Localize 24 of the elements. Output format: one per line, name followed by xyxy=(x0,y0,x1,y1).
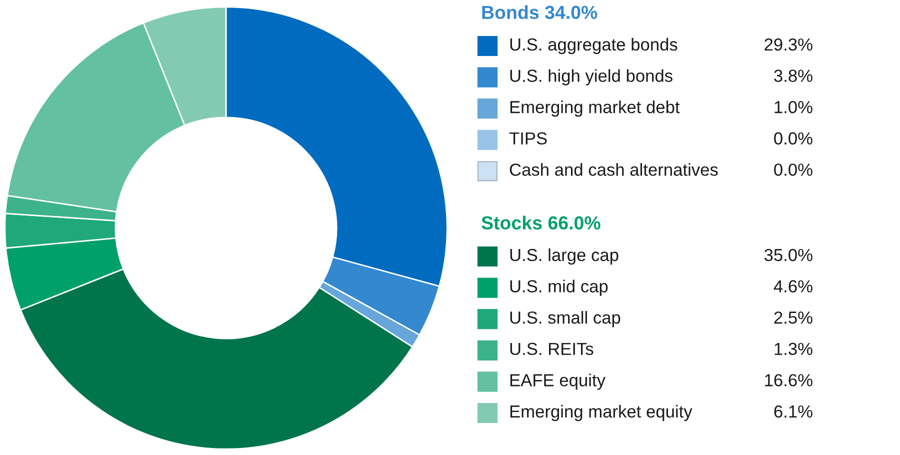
text: 0.0% xyxy=(774,164,812,176)
legend-label: U.S. high yield bonds xyxy=(510,69,672,86)
text: Stocks 66.0% xyxy=(482,216,600,230)
legend-label: Emerging market debt xyxy=(510,100,680,117)
data-label: 35.0% xyxy=(764,248,812,262)
data-label: 2.5% xyxy=(774,311,812,324)
legend-label: U.S. aggregate bonds xyxy=(510,38,678,54)
legend-label: EAFE equity xyxy=(510,374,606,390)
data-label: 4.6% xyxy=(774,280,812,292)
data-label: 16.6% xyxy=(765,374,812,386)
data-label: 6.1% xyxy=(774,405,812,418)
legend-label: U.S. small cap xyxy=(510,311,620,328)
data-label: 3.8% xyxy=(774,70,812,82)
legend-label: Cash and cash alternatives xyxy=(510,163,718,176)
legend-label: U.S. REITs xyxy=(510,342,594,356)
legend-label: U.S. mid cap xyxy=(510,280,608,296)
legend-label: Emerging market equity xyxy=(510,404,692,422)
data-label: 1.0% xyxy=(774,100,812,114)
legend-label: U.S. large cap xyxy=(510,248,618,265)
data-label: 29.3% xyxy=(764,38,812,51)
text: 0.0% xyxy=(774,132,812,145)
text: Bonds 34.0% xyxy=(482,5,598,20)
legend-label: TIPS xyxy=(509,132,547,145)
data-label: 1.3% xyxy=(774,342,812,356)
